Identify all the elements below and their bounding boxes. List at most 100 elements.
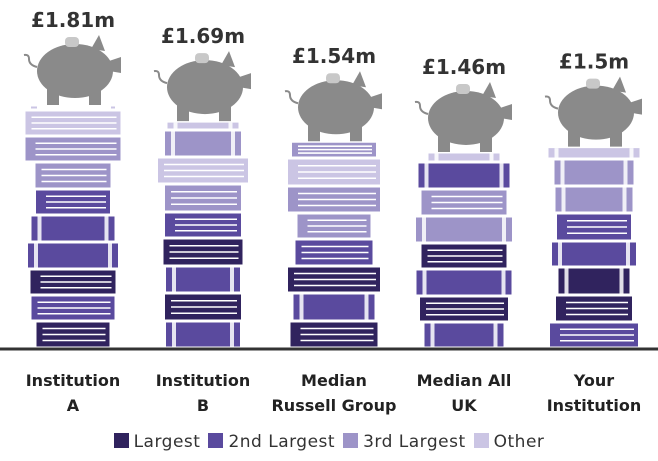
legend-item: 2nd Largest	[208, 432, 335, 452]
legend-swatch	[113, 433, 129, 448]
book-band	[554, 148, 559, 158]
legend-swatch	[473, 433, 489, 448]
pig-ear	[91, 35, 105, 51]
piggy-bank	[153, 51, 251, 122]
book	[418, 163, 510, 188]
book-band	[364, 294, 369, 320]
pig-body	[167, 60, 243, 115]
book-stack	[288, 142, 380, 347]
pig-leg	[568, 130, 580, 147]
book-stack	[416, 153, 512, 347]
book	[28, 243, 118, 268]
book-band	[172, 267, 176, 292]
legend: Largest 2nd Largest 3rd Largest Other	[0, 432, 658, 452]
book	[166, 322, 240, 347]
pig-coin	[586, 78, 600, 89]
book-band	[493, 323, 498, 347]
legend-label: 3rd Largest	[363, 432, 466, 452]
piggy-bank	[414, 81, 512, 152]
pig-snout	[370, 93, 382, 110]
book-band	[172, 322, 176, 347]
book	[555, 187, 633, 212]
pig-coin	[195, 53, 209, 64]
book	[165, 131, 241, 156]
value-label: £1.81m	[31, 8, 115, 32]
book-band	[424, 163, 429, 188]
pig-leg	[438, 135, 450, 152]
book-band	[499, 163, 504, 188]
book-band	[561, 187, 566, 212]
pig-leg	[350, 125, 362, 142]
book	[552, 242, 636, 266]
book	[167, 122, 239, 129]
book-stack	[25, 106, 121, 347]
book-band	[501, 270, 506, 295]
book-band	[230, 322, 234, 347]
pig-coin	[326, 73, 340, 84]
category-label: Median All UK	[416, 371, 512, 415]
pig-ear	[612, 76, 626, 93]
book-band	[422, 270, 427, 295]
book-band	[108, 243, 112, 268]
legend-label: Other	[493, 432, 545, 452]
pig-coin	[65, 37, 79, 47]
legend-swatch	[343, 433, 359, 448]
pig-ear	[482, 81, 496, 98]
category-label: Median Russell Group	[271, 371, 397, 415]
pig-tail	[544, 95, 559, 110]
book-band	[623, 160, 628, 185]
category-label: Institution A	[25, 371, 121, 415]
legend-item: Other	[473, 432, 545, 452]
pig-ear	[352, 71, 366, 88]
pig-body	[428, 90, 504, 145]
legend-label: Largest	[133, 432, 201, 452]
legend-item: Largest	[113, 432, 201, 452]
pig-leg	[177, 105, 189, 122]
pig-leg	[610, 130, 622, 147]
book-band	[626, 242, 630, 266]
book-band	[299, 294, 304, 320]
value-label: £1.69m	[161, 24, 245, 48]
pig-tail	[153, 69, 168, 85]
book	[424, 323, 504, 347]
value-label: £1.46m	[422, 55, 506, 79]
pig-leg	[308, 125, 320, 142]
book	[166, 267, 240, 292]
book-band	[34, 243, 38, 268]
book-band	[171, 131, 175, 156]
book-band	[230, 267, 234, 292]
book-band	[37, 216, 42, 241]
pig-body	[37, 44, 113, 98]
category-label: Institution B	[155, 371, 251, 415]
book-band	[231, 131, 235, 156]
pig-snout	[500, 103, 512, 120]
book-band	[502, 217, 506, 242]
book-band	[104, 216, 109, 241]
book-band	[564, 268, 569, 294]
book-band	[430, 323, 435, 347]
pig-leg	[480, 135, 492, 152]
pig-body	[298, 80, 374, 135]
book-band	[422, 217, 426, 242]
pig-coin	[456, 83, 470, 94]
book-band	[622, 187, 627, 212]
value-label: £1.54m	[292, 44, 376, 68]
book-band	[619, 268, 624, 294]
book-band	[173, 122, 178, 129]
book-band	[558, 242, 562, 266]
book	[293, 294, 375, 320]
pig-snout	[109, 57, 121, 73]
category-label: Your Institution	[546, 371, 642, 415]
book	[416, 270, 512, 295]
pig-tail	[414, 100, 429, 115]
book-stack	[548, 148, 640, 347]
book	[558, 268, 630, 294]
book	[31, 216, 115, 241]
book	[428, 153, 500, 161]
pig-leg	[89, 89, 101, 105]
book-band	[228, 122, 233, 129]
book	[554, 160, 634, 185]
pig-ear	[221, 51, 235, 68]
pig-tail	[284, 90, 299, 105]
